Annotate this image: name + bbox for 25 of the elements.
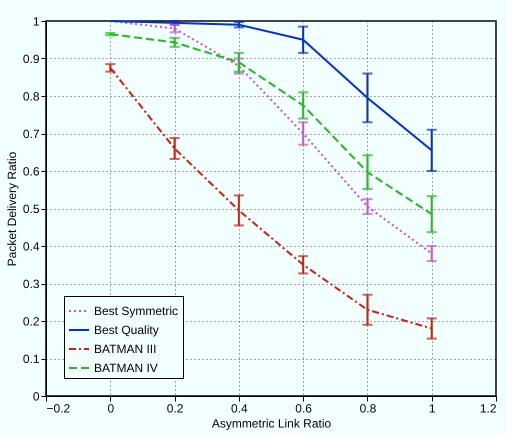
legend-label: Best Symmetric: [94, 304, 178, 318]
legend-label: Best Quality: [94, 323, 159, 337]
x-tick-label: 1.2: [480, 402, 497, 416]
y-tick-label: 0.5: [22, 202, 40, 216]
y-tick-label: 0.1: [22, 352, 40, 366]
y-tick-label: 0.2: [22, 314, 40, 328]
legend-label: BATMAN IV: [94, 361, 158, 375]
x-tick-label: 0.4: [231, 402, 248, 416]
y-axis-title: Packet Delivery Ratio: [4, 151, 19, 266]
x-tick-label: 1: [428, 402, 436, 416]
x-tick-label: 0.2: [166, 402, 184, 416]
x-tick-label: 0.8: [360, 402, 377, 416]
x-tick-label: 0.6: [295, 402, 312, 416]
y-tick-label: 0.3: [22, 277, 40, 291]
y-tick-label: 0: [32, 390, 40, 404]
y-tick-label: 0.6: [22, 164, 40, 178]
legend-label: BATMAN III: [94, 342, 156, 356]
y-tick-label: 0.8: [22, 90, 40, 104]
x-axis-title: Asymmetric Link Ratio: [212, 416, 332, 430]
y-tick-label: 0.7: [22, 127, 40, 141]
y-tick-label: 0.4: [22, 240, 40, 254]
x-tick-label: 0: [107, 402, 114, 416]
y-tick-label: 1: [32, 14, 40, 28]
y-tick-label: 0.9: [22, 52, 40, 66]
x-tick-label: −0.2: [46, 402, 71, 416]
